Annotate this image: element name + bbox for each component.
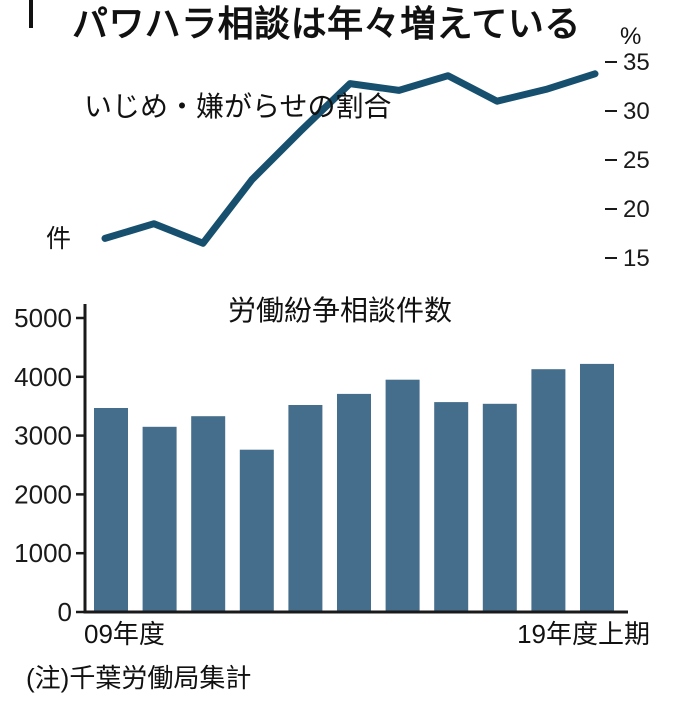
cases-axis-unit: 件	[46, 225, 72, 253]
left-axis-tick-label: 5000	[14, 303, 72, 333]
right-axis-tick-label: 30	[623, 98, 650, 125]
consultation-bar	[482, 403, 517, 612]
consultation-bar	[142, 426, 177, 612]
left-axis-tick-label: 4000	[14, 362, 72, 392]
left-axis-tick-label: 0	[58, 597, 72, 627]
consultation-bar	[191, 416, 226, 612]
top-left-divider	[29, 0, 33, 28]
source-note: (注)千葉労働局集計	[26, 663, 252, 693]
consultation-bar	[239, 449, 274, 612]
right-axis-tick-label: 25	[623, 147, 650, 174]
chart-title: パワハラ相談は年々増えている	[72, 3, 581, 44]
consultation-bar	[385, 379, 420, 612]
left-axis-tick-label: 1000	[14, 538, 72, 568]
right-axis-tick-label: 15	[623, 245, 650, 272]
consultation-bar	[580, 363, 614, 612]
consultation-bar	[337, 393, 371, 612]
consultation-bar	[531, 369, 566, 612]
consultation-bar	[94, 408, 128, 612]
consultation-bar	[288, 405, 323, 612]
consultation-bar	[434, 402, 469, 612]
harassment-ratio-line	[101, 70, 599, 247]
percent-axis-unit: %	[620, 23, 642, 50]
bar-chart-title: 労働紛争相談件数	[228, 295, 453, 326]
left-axis-tick-label: 2000	[14, 479, 72, 509]
x-axis-last-label: 19年度上期	[517, 619, 650, 649]
line-series-label: いじめ・嫌がらせの割合	[84, 91, 392, 122]
right-axis-tick-label: 35	[623, 49, 650, 76]
right-axis-tick-label: 20	[623, 196, 650, 223]
x-axis-first-label: 09年度	[84, 619, 165, 649]
left-axis-tick-label: 3000	[14, 421, 72, 451]
